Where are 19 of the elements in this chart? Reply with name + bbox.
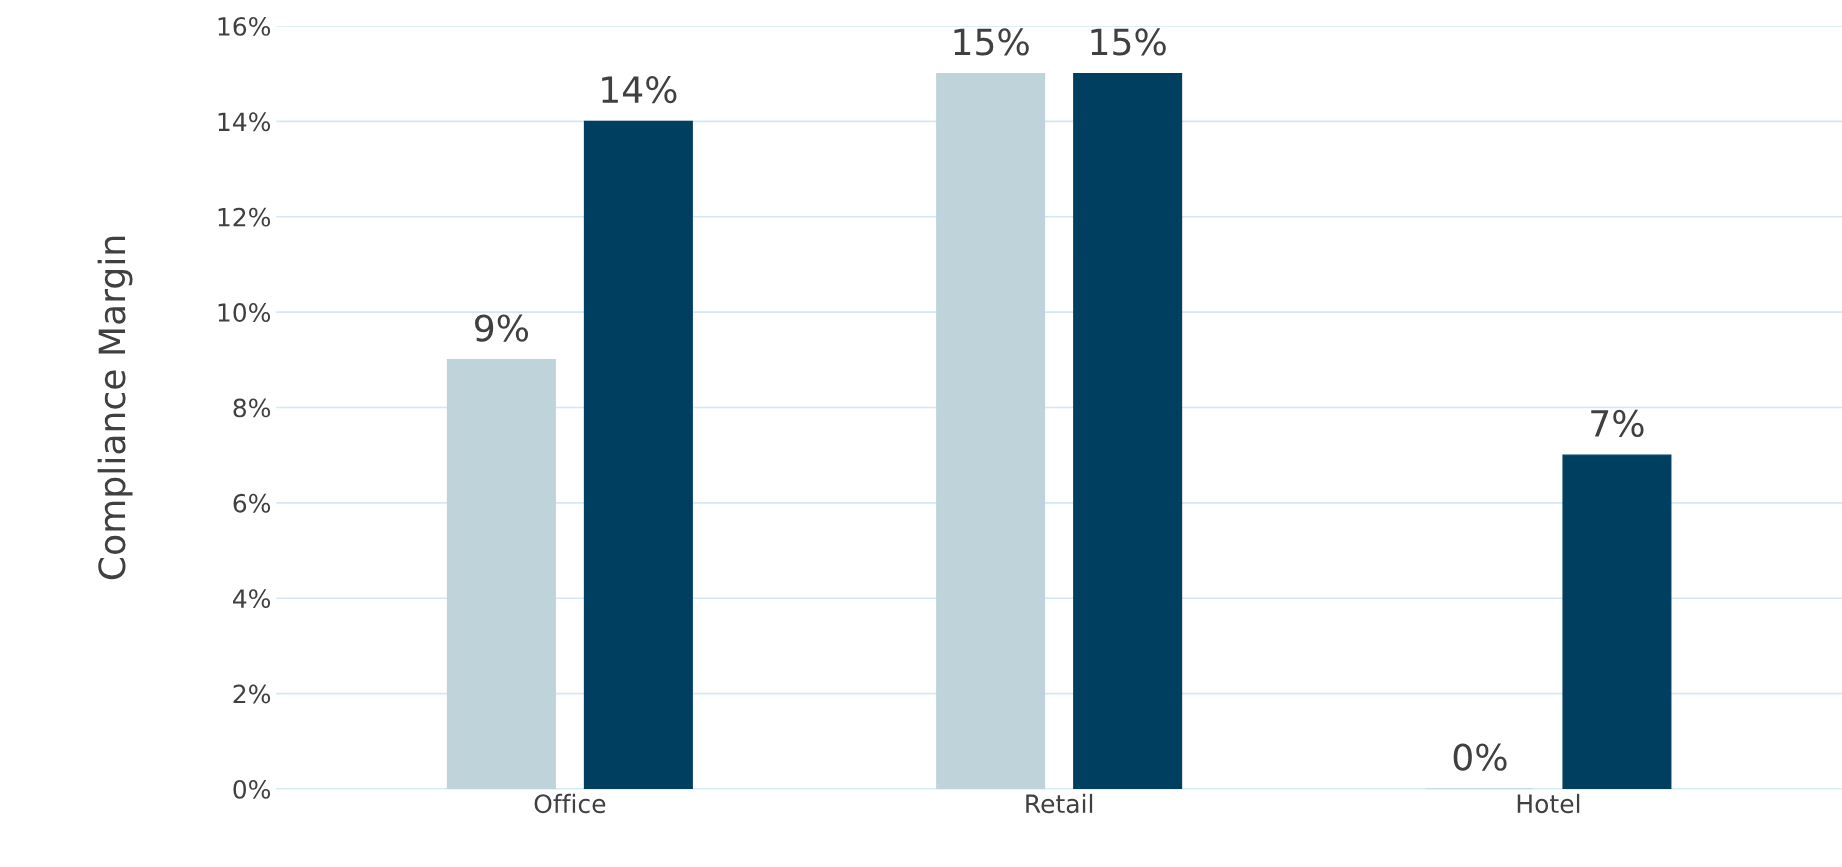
data-label: 15% — [954, 28, 1029, 56]
data-label: 0% — [1453, 743, 1507, 771]
x-tick-label: Retail — [1026, 793, 1093, 814]
y-tick-label: 10% — [218, 303, 271, 322]
y-tick-label: 12% — [218, 207, 271, 227]
y-tick-label: 8% — [233, 398, 271, 418]
x-tick-label: Hotel — [1517, 793, 1580, 814]
data-label: 15% — [1091, 28, 1166, 56]
y-tick-label: 0% — [233, 779, 271, 799]
y-tick-label: 6% — [233, 493, 271, 513]
data-label: 7% — [1591, 409, 1644, 438]
y-tick-label: 16% — [218, 16, 271, 36]
data-label: 14% — [602, 75, 677, 104]
x-tick-label: Office — [534, 793, 606, 814]
data-label: 9% — [475, 314, 529, 342]
y-tick-label: 2% — [233, 684, 271, 704]
y-axis-title: Compliance Margin — [97, 236, 133, 580]
y-tick-label: 14% — [218, 112, 271, 132]
y-tick-label: 4% — [233, 589, 271, 609]
